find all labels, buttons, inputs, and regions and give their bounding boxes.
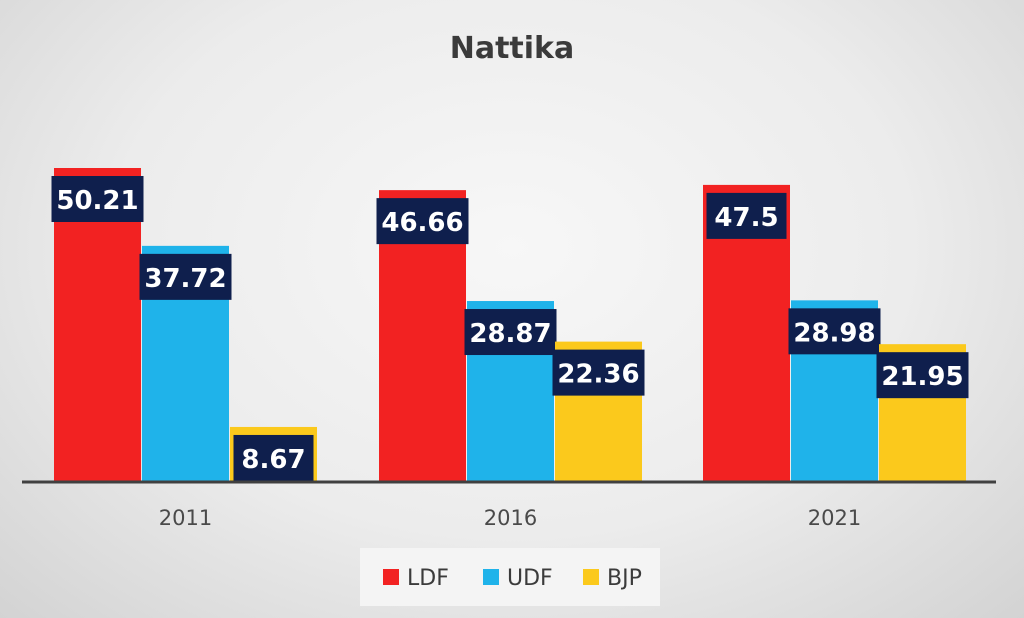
x-tick-label: 2011 — [159, 506, 212, 530]
data-label-box — [233, 434, 314, 481]
data-label-box — [464, 309, 557, 356]
data-label-box — [876, 352, 969, 399]
data-label-box — [788, 308, 881, 355]
data-label: 37.72 — [144, 264, 226, 294]
data-label: 28.87 — [469, 319, 551, 349]
data-label: 47.5 — [714, 203, 778, 233]
x-tick-label: 2021 — [808, 506, 861, 530]
data-label: 22.36 — [557, 360, 639, 390]
bars-layer: 50.21 46.66 47.5 37.72 28.87 28.98 8.67 22.36 21… — [51, 168, 969, 481]
x-axis-ticks: 2011 2016 2021 — [159, 506, 861, 530]
data-label-box — [706, 192, 787, 239]
data-label-box — [376, 198, 469, 245]
legend-label-ldf: LDF — [407, 566, 449, 591]
chart-title: Nattika — [450, 31, 575, 66]
data-label-box — [51, 176, 144, 222]
legend: LDF UDF BJP — [360, 548, 660, 606]
x-tick-label: 2016 — [484, 506, 537, 530]
data-label-box — [552, 349, 645, 396]
legend-swatch-udf — [483, 569, 499, 585]
data-label: 21.95 — [881, 362, 963, 392]
legend-swatch-bjp — [583, 569, 599, 585]
data-label: 8.67 — [241, 445, 305, 475]
data-label: 46.66 — [381, 208, 463, 238]
data-label-box — [139, 253, 232, 300]
data-label: 28.98 — [793, 318, 875, 348]
legend-label-bjp: BJP — [607, 566, 642, 591]
legend-box — [360, 548, 660, 606]
legend-swatch-ldf — [383, 569, 399, 585]
data-label: 50.21 — [56, 186, 138, 216]
legend-label-udf: UDF — [507, 566, 553, 591]
